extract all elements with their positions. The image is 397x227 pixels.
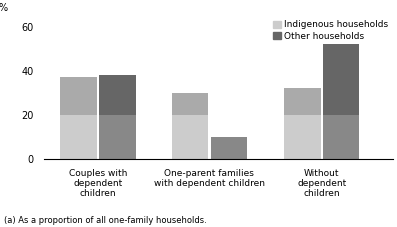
Bar (99, 115, 135, 159)
Bar (323, 115, 359, 159)
Legend: Indigenous households, Other households: Indigenous households, Other households (273, 20, 389, 41)
Bar (323, 44, 359, 115)
Text: (a) As a proportion of all one-family households.: (a) As a proportion of all one-family ho… (4, 216, 207, 225)
Bar (60, 77, 97, 115)
Bar (99, 75, 135, 115)
Text: %: % (0, 3, 8, 13)
Bar (60, 115, 97, 159)
Bar (172, 93, 208, 115)
Bar (284, 115, 320, 159)
Bar (284, 89, 320, 115)
Bar (172, 115, 208, 159)
Bar (210, 137, 247, 159)
